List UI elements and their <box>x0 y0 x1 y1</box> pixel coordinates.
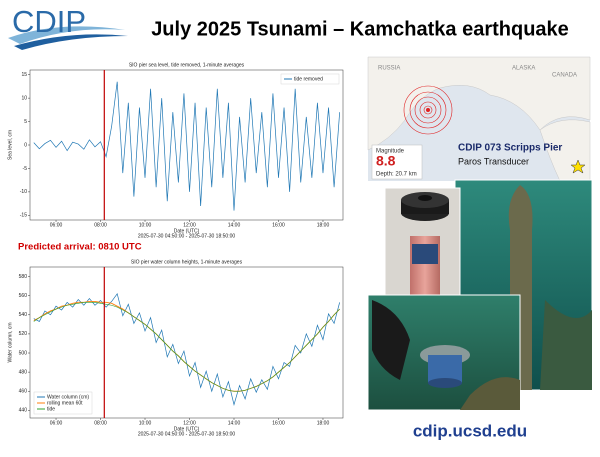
y-tick-label: -15 <box>20 213 27 219</box>
magnitude-box <box>371 144 423 180</box>
legend-label: tide removed <box>294 76 323 82</box>
x-tick-label: 08:00 <box>94 222 107 228</box>
station-sensor: Paros Transducer <box>458 156 529 166</box>
slide-title: July 2025 Tsunami – Kamchatka earthquake <box>151 18 569 40</box>
y-tick-label: 10 <box>21 95 27 101</box>
y-tick-label: 560 <box>19 293 28 299</box>
depth-label: Depth: 20.7 km <box>376 172 417 178</box>
map: RUSSIA ALASKA CANADA Magnitude 8.8 Depth… <box>367 56 591 182</box>
x-tick-label: 08:00 <box>94 420 107 426</box>
plot-area <box>29 69 344 221</box>
y-tick-label: 15 <box>21 72 27 78</box>
y-tick-label: 460 <box>19 389 28 395</box>
y-tick-label: 540 <box>19 312 28 318</box>
station-name: CDIP 073 Scripps Pier <box>458 143 562 154</box>
series-line <box>33 81 341 211</box>
photo-diver <box>367 294 521 411</box>
x-tick-label: 14:00 <box>228 222 241 228</box>
map-land <box>367 56 591 151</box>
y-tick-label: 580 <box>19 274 28 280</box>
y-tick-label: 5 <box>24 119 27 125</box>
series-line <box>33 302 340 392</box>
x-tick-label: 06:00 <box>50 420 63 426</box>
chart-title: SIO pier water column heights, 1-minute … <box>131 259 243 265</box>
y-axis-label: Water column, cm <box>7 322 13 362</box>
y-tick-label: -5 <box>23 166 28 172</box>
logo-swoosh <box>8 26 125 44</box>
x-tick-label: 14:00 <box>228 420 241 426</box>
photo-sensor <box>384 187 461 301</box>
x-tick-label: 16:00 <box>272 222 285 228</box>
y-axis-label: Sea level, cm <box>7 130 13 160</box>
logo: CDIP <box>8 4 128 50</box>
x-axis-label: Date (UTC) <box>174 228 200 234</box>
station-star <box>570 159 586 174</box>
map-label: RUSSIA <box>378 66 400 72</box>
y-tick-label: 500 <box>19 350 28 356</box>
logo-text: CDIP <box>12 4 86 39</box>
map-label: CANADA <box>552 73 577 79</box>
y-tick-label: 480 <box>19 369 28 375</box>
x-tick-label: 06:00 <box>50 222 63 228</box>
x-axis-label: Date (UTC) <box>174 426 200 432</box>
epicenter <box>426 108 430 112</box>
x-tick-label: 10:00 <box>139 222 152 228</box>
x-tick-label: 18:00 <box>317 420 330 426</box>
y-tick-label: 440 <box>19 408 28 414</box>
legend-label: tide <box>47 406 55 412</box>
x-tick-label: 12:00 <box>183 420 196 426</box>
x-range-label: 2025-07-30 04:50:00 - 2025-07-30 18:50:0… <box>138 233 236 239</box>
x-range-label: 2025-07-30 04:50:00 - 2025-07-30 18:50:0… <box>138 431 236 437</box>
logo-swoosh <box>14 34 128 50</box>
chart-title: SIO pier sea level, tide removed, 1-minu… <box>129 62 245 68</box>
y-tick-label: -10 <box>20 189 27 195</box>
url: cdip.ucsd.edu <box>413 421 527 440</box>
magnitude-label: Magnitude <box>376 149 405 155</box>
x-tick-label: 10:00 <box>139 420 152 426</box>
legend-box <box>33 391 93 415</box>
y-tick-label: 0 <box>24 142 27 148</box>
map-label: ALASKA <box>512 66 535 72</box>
legend-label: Water column (cm) <box>47 394 89 400</box>
y-tick-label: 520 <box>19 331 28 337</box>
legend-label: rolling mean 60t <box>47 400 83 406</box>
x-tick-label: 12:00 <box>183 222 196 228</box>
magnitude-value: 8.8 <box>376 153 396 169</box>
x-tick-label: 16:00 <box>272 420 285 426</box>
shock-rings <box>403 85 453 135</box>
x-tick-label: 18:00 <box>317 222 330 228</box>
legend-box <box>280 73 340 85</box>
arrival-annotation: Predicted arrival: 0810 UTC <box>18 242 142 253</box>
